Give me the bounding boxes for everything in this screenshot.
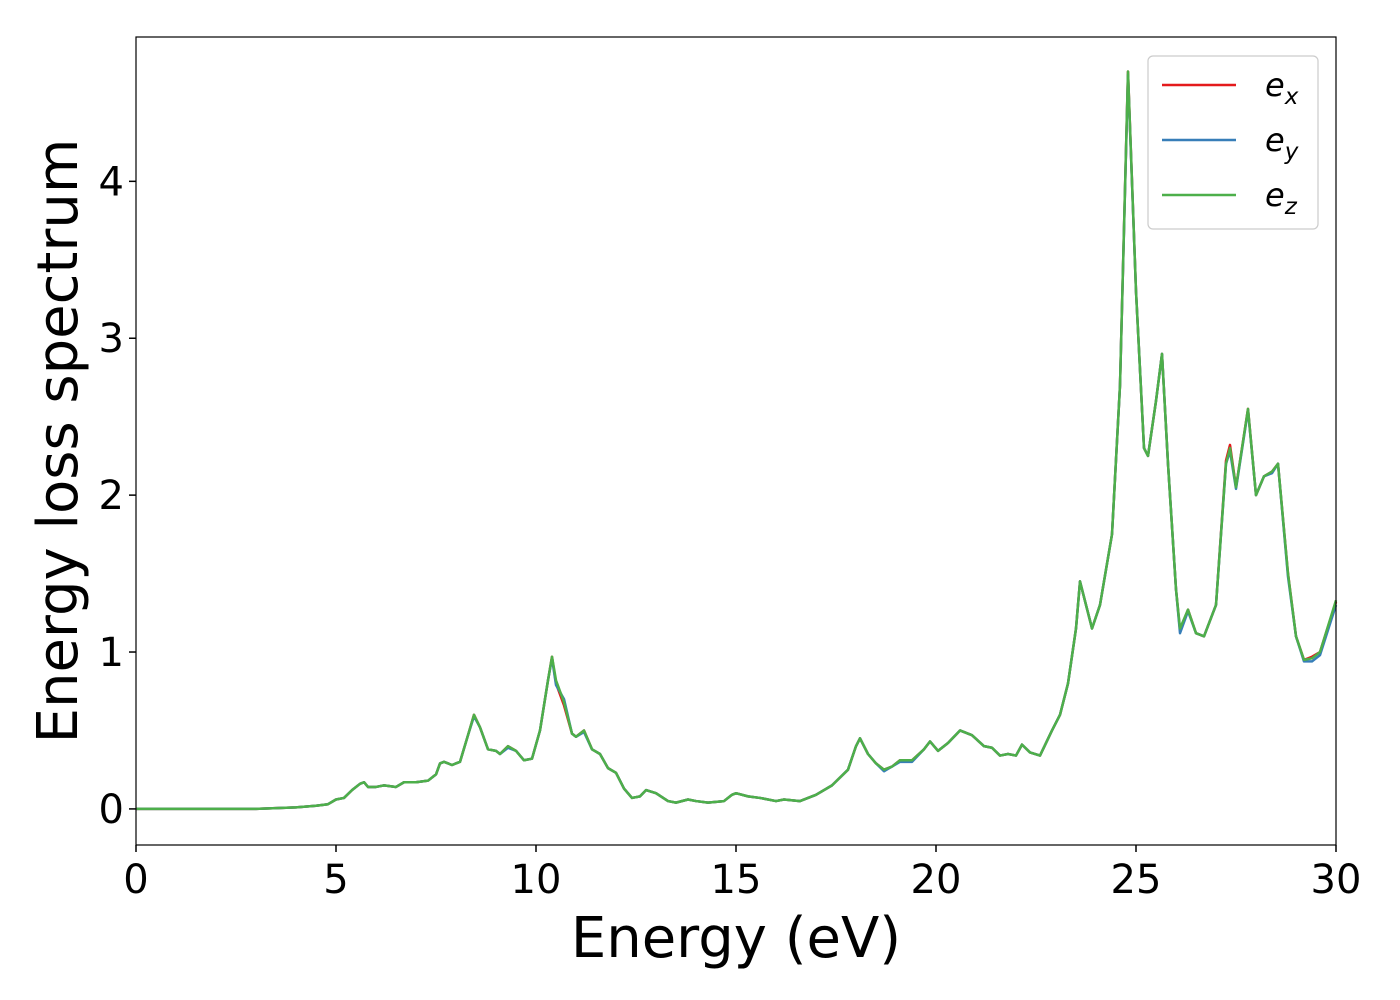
legend-label: ex <box>1265 66 1299 110</box>
legend-label: ey <box>1265 121 1299 165</box>
plot-frame <box>135 36 1337 846</box>
x-tick-label: 15 <box>711 857 762 903</box>
y-axis-label: Energy loss spectrum <box>26 139 91 744</box>
legend: ex ey ez <box>1147 55 1319 230</box>
x-tick-label: 25 <box>1111 857 1162 903</box>
x-tick-label: 30 <box>1311 857 1362 903</box>
x-tick-label: 5 <box>323 857 348 903</box>
x-tick-label: 0 <box>123 857 148 903</box>
y-tick-label: 3 <box>99 316 124 362</box>
y-tick-label: 4 <box>99 159 124 205</box>
y-tick-label: 1 <box>99 630 124 676</box>
y-tick-label: 2 <box>99 473 124 519</box>
x-tick-label: 10 <box>511 857 562 903</box>
legend-label: ez <box>1265 176 1298 220</box>
y-tick-label: 0 <box>99 787 124 833</box>
series-line <box>136 70 1338 811</box>
x-tick-label: 20 <box>911 857 962 903</box>
x-axis-label: Energy (eV) <box>571 906 901 971</box>
legend-box <box>1147 55 1319 230</box>
